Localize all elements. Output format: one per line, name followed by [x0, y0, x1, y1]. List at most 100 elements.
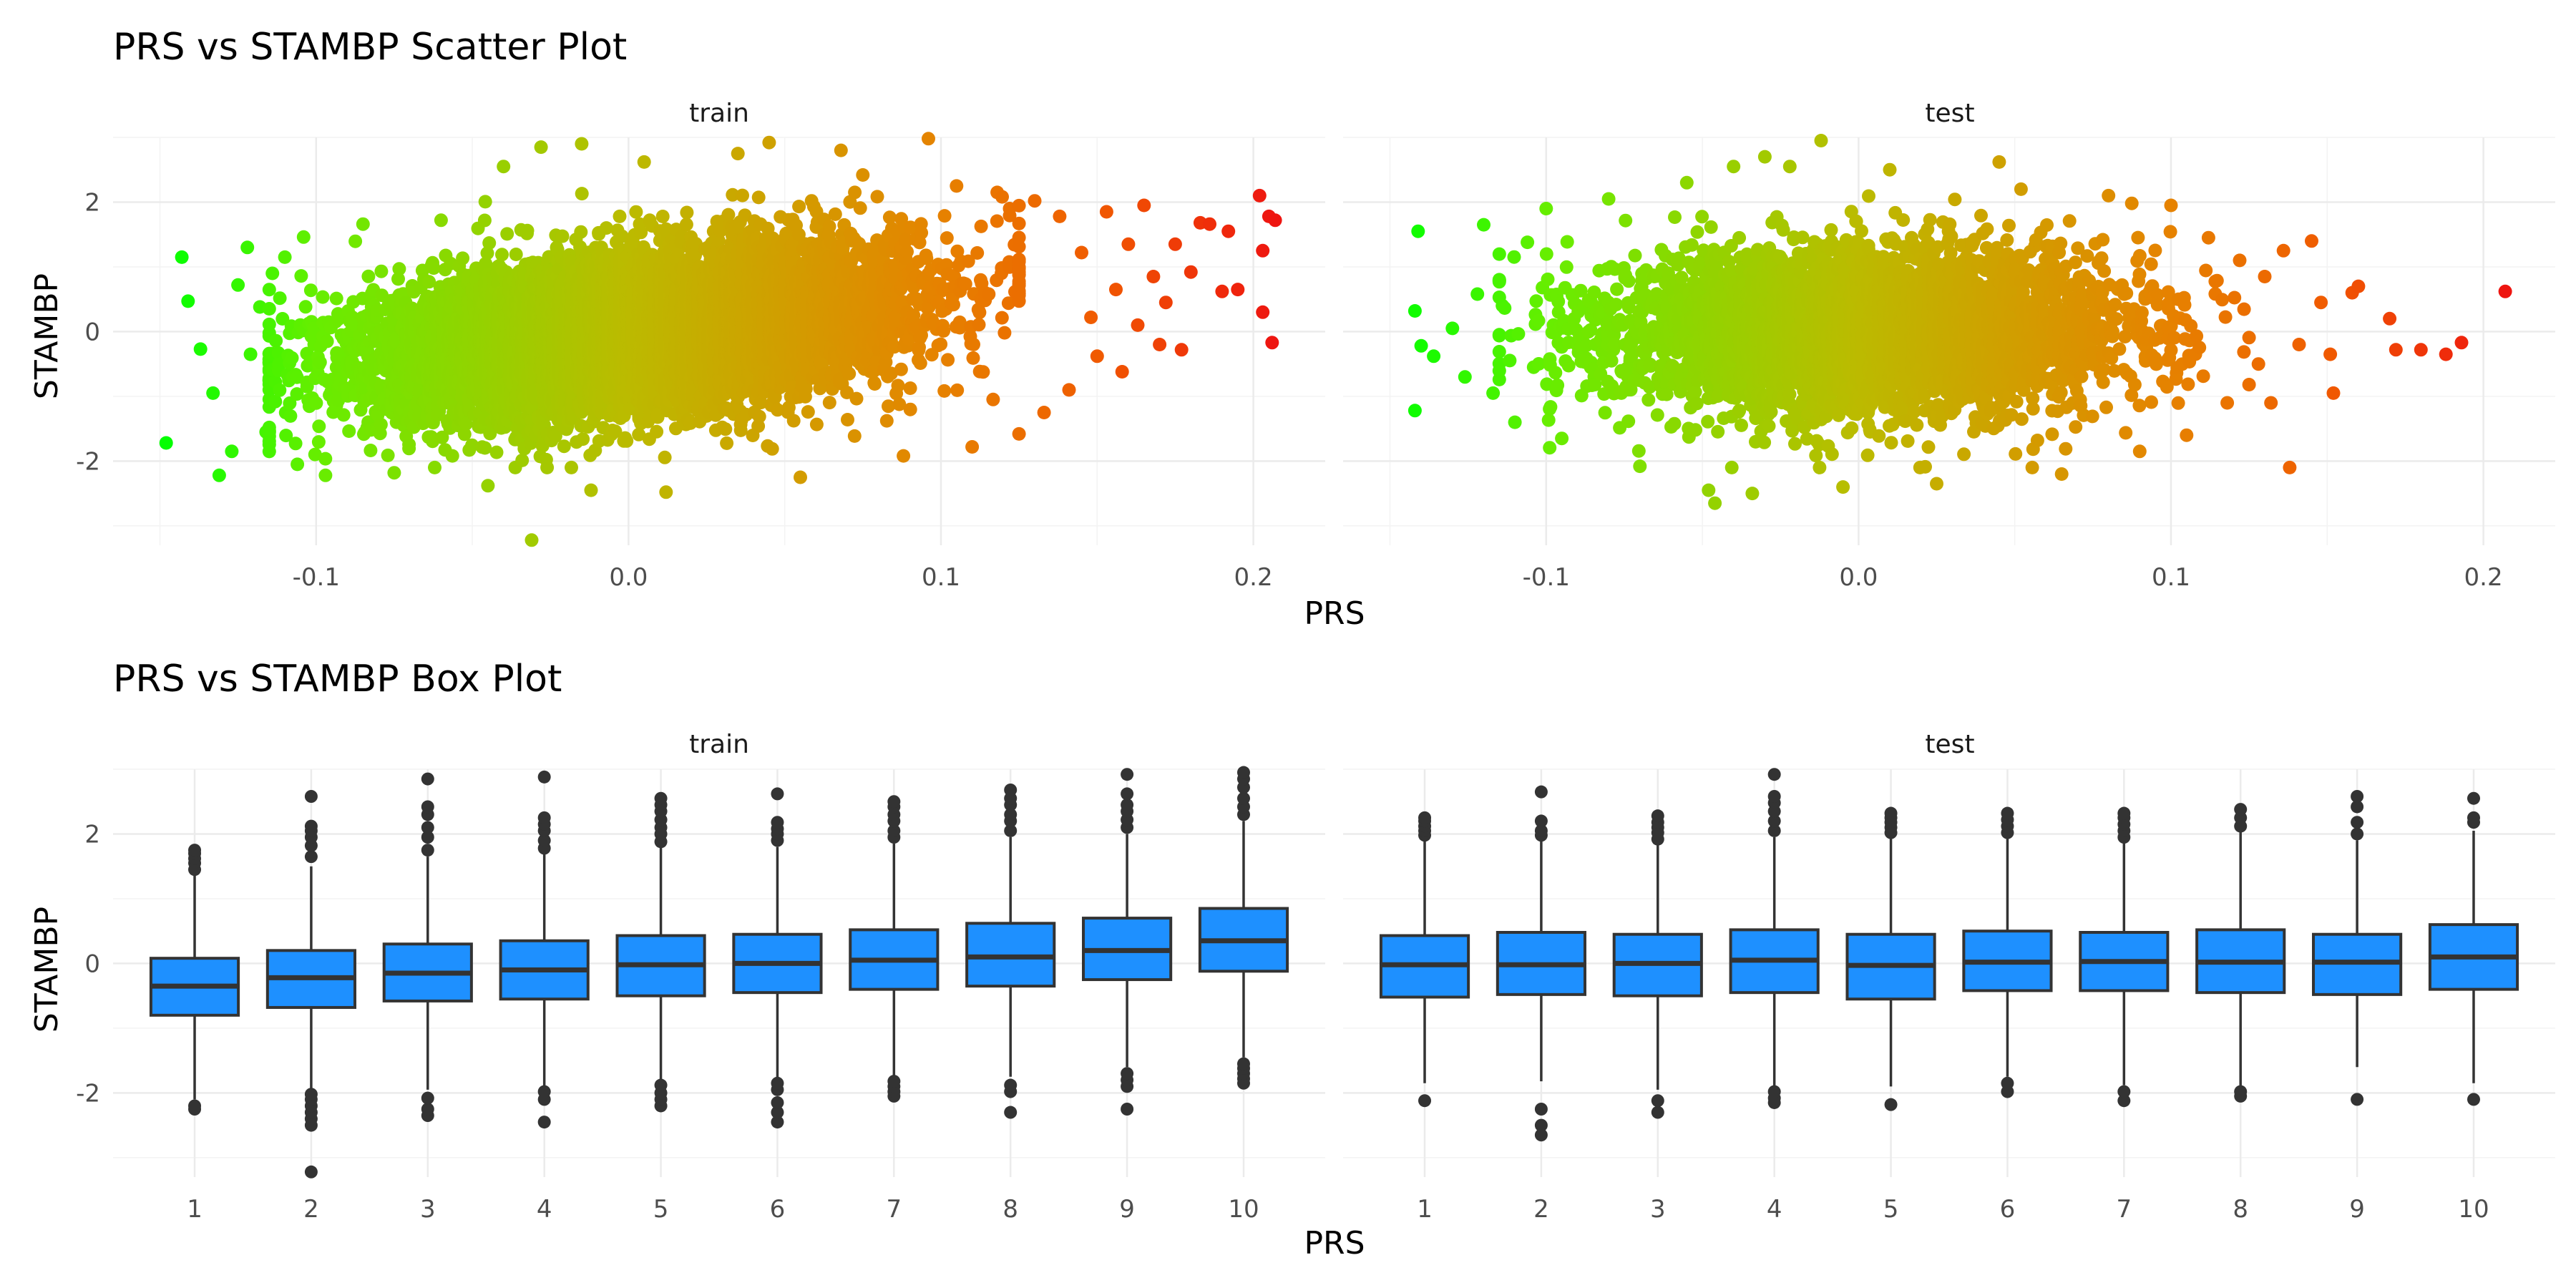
scatter-point [637, 155, 651, 169]
scatter-point [212, 468, 226, 482]
scatter-point [576, 432, 590, 447]
scatter-point [320, 334, 334, 348]
scatter-point [309, 396, 323, 410]
x-tick-label: 0.0 [609, 563, 648, 592]
scatter-point [434, 213, 448, 228]
scatter-point [445, 449, 459, 463]
y-tick-label: -2 [76, 447, 100, 476]
x-tick-label: 0.2 [1234, 563, 1273, 592]
scatter-point [243, 347, 258, 361]
scatter-point [175, 250, 189, 264]
scatter-point [584, 483, 598, 497]
scatter-point [456, 251, 470, 265]
scatter-point [478, 441, 492, 455]
scatter-point [613, 209, 627, 223]
scatter-point [283, 409, 298, 423]
scatter-point [262, 424, 276, 438]
scatter-point [387, 466, 401, 480]
scatter-point [290, 387, 304, 401]
scatter-point [348, 234, 363, 248]
scatter-strip-test: test [1925, 99, 1974, 128]
y-tick-label: 0 [84, 318, 100, 346]
scatter-point [273, 383, 287, 397]
scatter-point [294, 269, 308, 283]
scatter-point [364, 444, 378, 457]
scatter-point [159, 436, 173, 450]
scatter-point [402, 437, 416, 452]
scatter-title: PRS vs STAMBP Scatter Plot [113, 26, 627, 69]
y-tick-label: 2 [84, 188, 100, 217]
scatter-point [262, 283, 276, 297]
scatter-point [629, 205, 643, 219]
scatter-point [268, 394, 283, 409]
scatter-point [481, 479, 495, 493]
scatter-point [374, 417, 388, 431]
scatter-point [240, 240, 255, 255]
box-strip-test: test [1925, 730, 1974, 759]
scatter-point [278, 250, 292, 264]
scatter-point [181, 294, 195, 308]
box-title: PRS vs STAMBP Box Plot [113, 658, 562, 701]
scatter-point [575, 137, 589, 151]
scatter-y-axis-title: STAMBP [29, 273, 65, 399]
scatter-point [265, 266, 280, 280]
scatter-point [478, 195, 492, 209]
box-y-axis-title: STAMBP [29, 907, 65, 1033]
scatter-point [392, 262, 406, 276]
scatter-strip-train: train [689, 99, 749, 128]
scatter-point [291, 457, 305, 472]
scatter-point [206, 386, 220, 400]
scatter-point [342, 424, 356, 438]
scatter-point [225, 444, 239, 459]
scatter-point [318, 468, 333, 482]
scatter-point [285, 351, 299, 365]
scatter-point [477, 213, 492, 228]
scatter-point [575, 187, 589, 201]
scatter-point [262, 302, 276, 316]
scatter-point [509, 248, 523, 261]
scatter-point [565, 460, 578, 474]
scatter-point [482, 236, 497, 250]
scatter-point [557, 439, 571, 454]
scatter-point [426, 261, 441, 275]
scatter-point [318, 452, 333, 466]
scatter-points [159, 132, 1282, 547]
scatter-point [288, 436, 303, 451]
scatter-point [313, 355, 327, 369]
scatter-point [495, 248, 509, 262]
scatter-point [428, 460, 441, 474]
scatter-point [273, 291, 287, 306]
box-x-axis-title: PRS [1304, 1225, 1365, 1262]
scatter-point [296, 230, 311, 244]
scatter-point [275, 312, 290, 326]
scatter-point [308, 447, 322, 462]
scatter-point [329, 291, 343, 306]
scatter-point [374, 264, 389, 278]
scatter-point [500, 227, 514, 241]
scatter-point [279, 429, 293, 443]
scatter-point [283, 396, 297, 410]
x-tick-label: -0.1 [293, 563, 340, 592]
box-strip-train: train [689, 730, 749, 759]
scatter-point [515, 453, 530, 467]
scatter-point [298, 300, 313, 314]
scatter-point [534, 140, 548, 155]
scatter-point [520, 223, 535, 238]
scatter-point [574, 225, 588, 239]
scatter-point [336, 408, 351, 422]
scatter-point [620, 434, 634, 448]
scatter-panel-train: -202-0.1 0.0 0.1 0.2 [76, 132, 1325, 592]
scatter-point [525, 533, 539, 547]
scatter-point [269, 333, 283, 348]
scatter-point [262, 437, 276, 452]
scatter-point [497, 160, 511, 174]
scatter-point [540, 460, 555, 474]
scatter-point [489, 445, 504, 459]
scatter-x-axis-title: PRS [1304, 595, 1365, 632]
scatter-point [193, 342, 208, 356]
scatter-point [303, 283, 318, 298]
scatter-point [311, 435, 326, 449]
scatter-point [361, 269, 376, 283]
scatter-point [272, 357, 286, 371]
